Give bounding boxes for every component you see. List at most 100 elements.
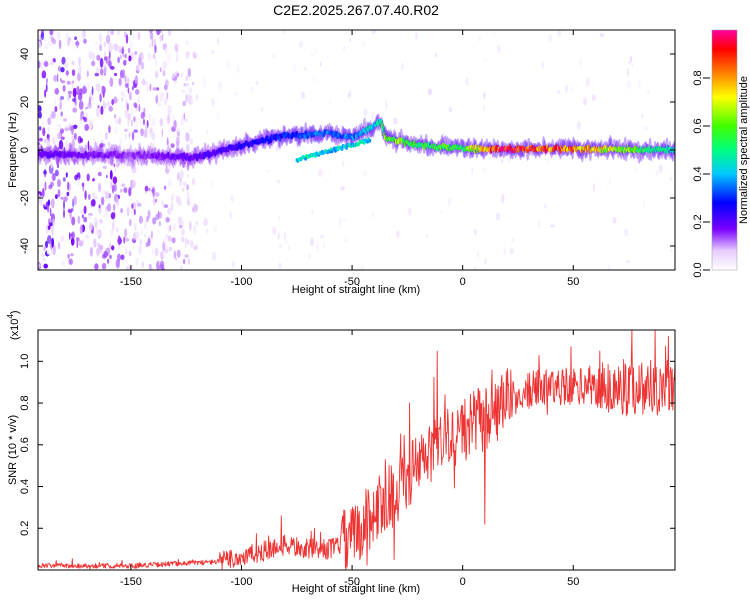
noise-speckle <box>115 118 120 125</box>
snr-marks <box>38 330 675 570</box>
noise-speckle <box>45 43 48 51</box>
noise-speckle <box>104 56 108 61</box>
noise-speckle <box>47 117 52 126</box>
noise-speckle <box>140 111 145 120</box>
noise-speckle <box>83 205 87 215</box>
noise-speckle <box>159 118 164 127</box>
noise-speckle <box>84 190 87 200</box>
noise-speckle <box>128 187 132 197</box>
noise-speckle <box>157 210 160 219</box>
noise-speckle <box>55 194 58 200</box>
noise-speckle <box>186 184 189 191</box>
noise-speckle <box>106 100 111 108</box>
noise-speckle <box>608 178 612 185</box>
noise-speckle <box>261 107 263 112</box>
noise-speckle <box>166 79 168 90</box>
snr-scale-label: (x104) <box>6 310 21 340</box>
noise-speckle <box>425 234 428 238</box>
noise-speckle <box>133 129 138 133</box>
noise-speckle <box>132 232 137 241</box>
noise-speckle <box>67 267 72 270</box>
noise-speckle <box>108 125 111 134</box>
colorbar-tick-label: 0.2 <box>692 214 704 229</box>
y-tick-label: -40 <box>19 238 31 254</box>
noise-speckle <box>303 66 308 71</box>
noise-speckle <box>175 136 180 146</box>
noise-speckle <box>67 209 73 213</box>
noise-speckle <box>179 157 182 167</box>
noise-speckle <box>635 167 638 173</box>
noise-speckle <box>185 93 188 103</box>
noise-speckle <box>95 225 98 236</box>
noise-speckle <box>151 246 154 255</box>
noise-speckle <box>148 44 152 48</box>
noise-speckle <box>178 197 182 207</box>
noise-speckle <box>154 247 159 257</box>
noise-speckle <box>70 253 74 257</box>
noise-speckle <box>123 59 127 66</box>
spectrogram-panel: -150 -100 -50 0 50 -40 -20 0 20 40 Height of str… <box>7 29 676 296</box>
noise-speckle <box>96 66 100 74</box>
noise-speckle <box>89 246 93 257</box>
noise-speckle <box>646 89 651 94</box>
noise-speckle <box>612 217 617 224</box>
spectrogram-marks <box>38 30 675 270</box>
noise-speckle <box>53 244 56 255</box>
noise-speckle <box>57 132 62 140</box>
noise-speckle <box>248 151 251 156</box>
noise-speckle <box>186 174 189 178</box>
noise-speckle <box>185 52 190 60</box>
noise-speckle <box>166 53 172 64</box>
noise-speckle <box>145 160 148 166</box>
noise-speckle <box>121 97 124 102</box>
colorbar-frame <box>711 29 738 271</box>
noise-speckle <box>54 98 56 105</box>
noise-speckle <box>599 33 605 38</box>
noise-speckle <box>77 135 82 144</box>
noise-speckle <box>60 235 65 242</box>
noise-speckle <box>146 85 150 92</box>
noise-speckle <box>206 227 208 234</box>
x-tick-label: -150 <box>120 576 142 588</box>
noise-speckle <box>71 102 76 108</box>
y-tick-label: 0.6 <box>19 437 31 452</box>
noise-speckle <box>85 158 88 166</box>
noise-speckle <box>83 38 87 44</box>
noise-speckle <box>118 116 122 125</box>
noise-speckle <box>82 114 84 118</box>
noise-speckle <box>339 217 342 227</box>
noise-speckle <box>82 237 85 244</box>
noise-speckle <box>159 93 164 103</box>
noise-speckle <box>163 244 166 252</box>
noise-speckle <box>182 181 187 187</box>
noise-speckle <box>167 30 172 37</box>
noise-speckle <box>98 207 102 214</box>
noise-speckle <box>81 214 84 219</box>
noise-speckle <box>51 37 55 43</box>
noise-speckle <box>283 231 286 241</box>
noise-speckle <box>407 207 412 216</box>
noise-speckle <box>143 130 146 138</box>
noise-speckle <box>156 30 161 36</box>
noise-speckle <box>102 165 107 169</box>
noise-speckle <box>181 187 185 192</box>
noise-speckle <box>128 55 132 62</box>
noise-speckle <box>278 243 283 249</box>
noise-speckle <box>669 177 673 181</box>
noise-speckle <box>161 200 164 206</box>
noise-speckle <box>99 218 103 224</box>
noise-speckle <box>349 38 352 42</box>
noise-speckle <box>61 260 66 267</box>
noise-speckle <box>42 127 46 137</box>
noise-speckle <box>91 86 94 96</box>
noise-speckle <box>482 92 486 99</box>
noise-speckle <box>84 124 89 131</box>
noise-speckle <box>147 238 151 247</box>
noise-speckle <box>120 54 122 60</box>
noise-speckle <box>474 228 477 236</box>
noise-speckle <box>508 156 511 163</box>
noise-speckle <box>63 200 65 210</box>
noise-speckle <box>73 132 77 140</box>
noise-speckle <box>300 91 306 99</box>
noise-speckle <box>125 237 130 242</box>
